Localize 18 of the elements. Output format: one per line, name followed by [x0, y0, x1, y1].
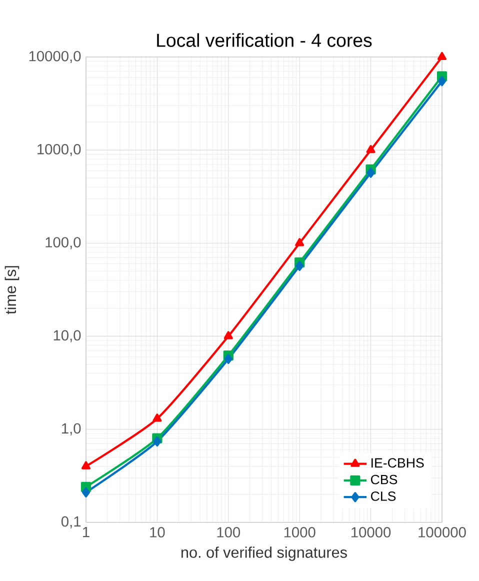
- chart-title: Local verification - 4 cores: [157, 33, 372, 47]
- legend-label: CLS: [370, 491, 396, 501]
- y-tick-label: 10,0: [54, 330, 81, 342]
- y-tick-label: 1000,0: [38, 144, 81, 156]
- y-tick-label: 1,0: [62, 423, 81, 436]
- legend-label: IE-CBHS: [372, 458, 424, 468]
- y-tick-label: 0,1: [61, 516, 81, 528]
- x-tick-label: 100000: [418, 527, 466, 538]
- x-tick-label: 100: [217, 527, 240, 538]
- x-tick-label: 1: [83, 527, 90, 538]
- x-axis-title: no. of verified signatures: [181, 546, 347, 561]
- y-axis-title: time [s]: [4, 266, 20, 314]
- y-tick-label: 10000,0: [29, 50, 81, 64]
- x-tick-label: 10: [150, 527, 165, 538]
- y-tick-label: 100,0: [46, 237, 81, 250]
- x-tick-label: 10000: [352, 527, 391, 538]
- x-tick-label: 1000: [284, 527, 316, 538]
- legend-label: CBS: [370, 474, 398, 484]
